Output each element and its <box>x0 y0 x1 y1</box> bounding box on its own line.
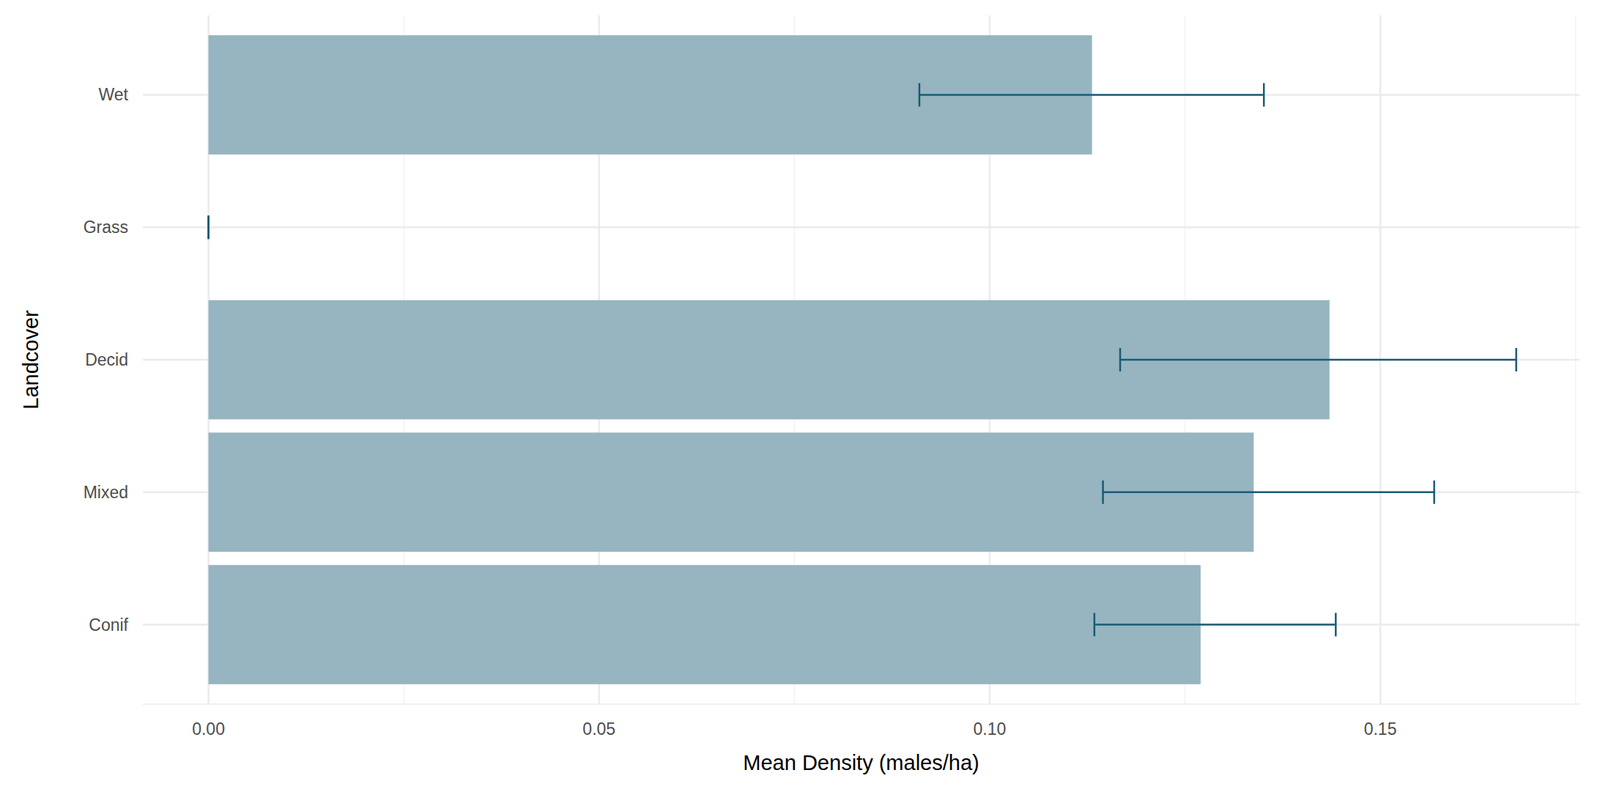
bar <box>208 564 1201 685</box>
x-tick-label: 0.15 <box>1364 719 1398 739</box>
bar <box>208 167 209 288</box>
x-tick-label: 0.10 <box>973 719 1007 739</box>
x-axis-line <box>142 703 1580 705</box>
error-bar <box>208 215 209 239</box>
x-tick-label: 0.00 <box>191 719 225 739</box>
error-bar <box>1120 347 1517 372</box>
error-bar-cap <box>1263 82 1266 107</box>
y-axis-title: Landcover <box>19 309 43 410</box>
error-bar-line <box>1094 623 1336 626</box>
y-tick-label: Decid <box>84 350 129 370</box>
error-bar-cap <box>207 215 210 239</box>
chart: 0.00 0.05 0.10 0.15 Conif Mixed Decid Grass Wet M… <box>0 0 1600 803</box>
error-bar-line <box>1120 358 1517 362</box>
y-tick-label: Wet <box>98 84 129 105</box>
error-bar <box>919 82 1264 107</box>
error-bar <box>1094 613 1336 637</box>
error-bar-cap <box>1515 347 1518 372</box>
error-bar-cap <box>1334 613 1337 637</box>
error-bar <box>1103 480 1435 505</box>
y-tick-label: Grass <box>83 217 129 237</box>
error-bar-cap <box>918 82 921 107</box>
error-bar-cap <box>1101 480 1105 505</box>
marks <box>208 35 1517 685</box>
error-bar-cap <box>207 215 210 239</box>
grid <box>142 15 1580 705</box>
error-bar-cap <box>1093 613 1096 637</box>
grid-line-y <box>142 226 1580 229</box>
error-bar-cap <box>1432 480 1436 505</box>
error-bar-line <box>919 93 1264 96</box>
bar <box>208 432 1255 552</box>
y-tick-label: Conif <box>88 615 129 635</box>
y-tick-label: Mixed <box>83 482 129 502</box>
error-bar-cap <box>1119 347 1122 372</box>
x-axis-title: Mean Density (males/ha) <box>742 750 979 775</box>
x-tick-label: 0.05 <box>582 719 616 739</box>
error-bar-line <box>1103 491 1435 494</box>
